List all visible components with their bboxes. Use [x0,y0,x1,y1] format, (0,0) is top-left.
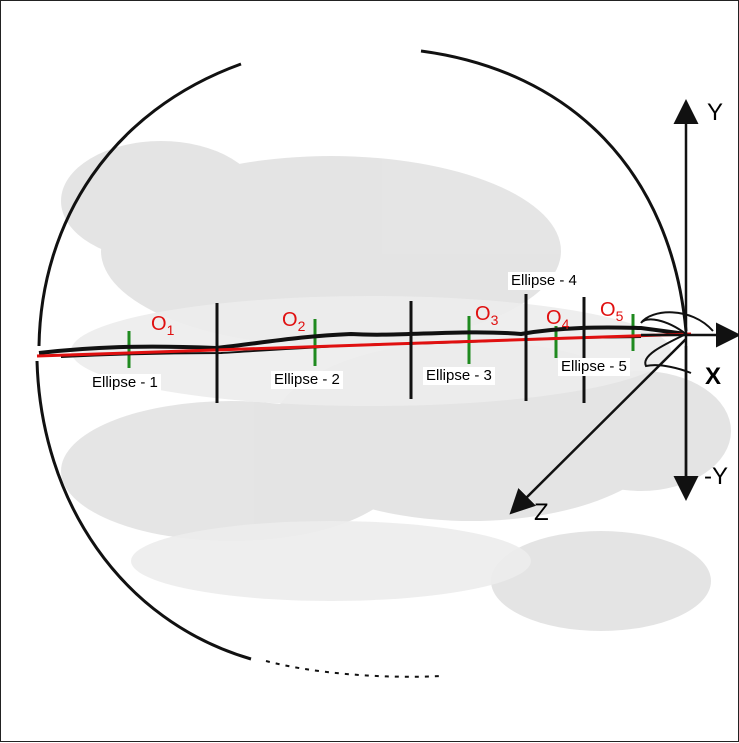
origin-label-3: O3 [475,303,499,328]
tip-lobe-upper [640,311,714,335]
circle-outline-left [37,62,242,347]
ellipse-label-5: Ellipse - 5 [558,358,630,376]
origin-label-1: O1 [151,313,175,338]
ellipse-label-3: Ellipse - 3 [423,367,495,385]
origin-markers [127,314,635,368]
stain-light [71,296,671,601]
neg-y-axis-label: -Y [704,463,728,490]
centerline [36,332,692,358]
z-axis-label: Z [534,499,549,526]
ellipse-label-2: Ellipse - 2 [271,371,343,389]
circle-outline-left-lower [35,360,252,661]
origin-label-2: O2 [282,309,306,334]
z-axis-arrow [509,338,687,515]
ellipse-label-1: Ellipse - 1 [89,374,161,392]
tip-lobe-lower [644,333,692,374]
y-axis-label: Y [707,99,724,126]
segment-dividers [215,294,586,403]
profile-outline [38,325,687,355]
x-axis-label: X [705,363,722,390]
origin-label-4: O4 [546,307,570,332]
circle-outline-bottom [265,660,442,678]
circle-outline-right [420,49,688,332]
origin-label-5: O5 [600,299,624,324]
ellipse-label-4: Ellipse - 4 [508,272,580,290]
